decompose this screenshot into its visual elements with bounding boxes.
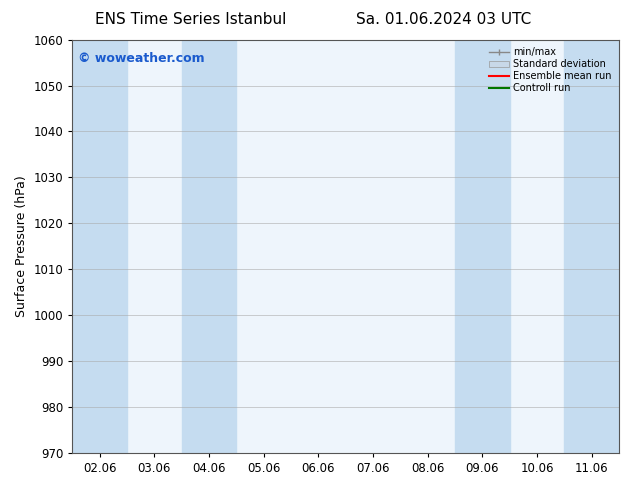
Y-axis label: Surface Pressure (hPa): Surface Pressure (hPa) [15, 175, 28, 317]
Bar [455, 40, 510, 453]
Text: ENS Time Series Istanbul: ENS Time Series Istanbul [94, 12, 286, 27]
Bar [182, 40, 236, 453]
Bar [72, 40, 127, 453]
Bar [564, 40, 619, 453]
Legend: min/max, Standard deviation, Ensemble mean run, Controll run: min/max, Standard deviation, Ensemble me… [486, 45, 614, 96]
Text: © woweather.com: © woweather.com [78, 52, 204, 65]
Text: Sa. 01.06.2024 03 UTC: Sa. 01.06.2024 03 UTC [356, 12, 531, 27]
